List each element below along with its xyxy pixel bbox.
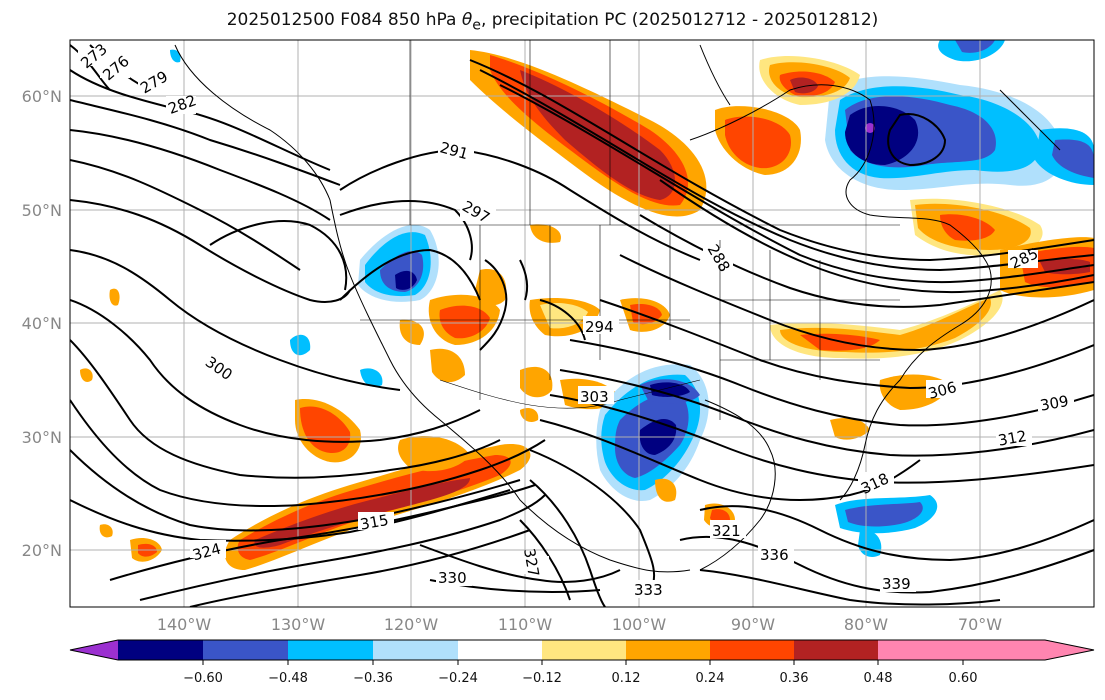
colorbar-segment-1 bbox=[118, 640, 203, 660]
colorbar-segment-extend-high bbox=[1045, 640, 1094, 660]
lat-label-20: 20°N bbox=[22, 541, 62, 560]
borders bbox=[300, 40, 900, 420]
contour-label-333: 333 bbox=[634, 581, 663, 599]
contour-label-309: 309 bbox=[1039, 392, 1070, 415]
colorbar-segment-6 bbox=[542, 640, 626, 660]
lat-label-60: 60°N bbox=[22, 87, 62, 106]
colorbar-segment-8 bbox=[710, 640, 794, 660]
colorbar-tick-3: −0.36 bbox=[353, 671, 393, 686]
lat-label-50: 50°N bbox=[22, 201, 62, 220]
contour-label-294: 294 bbox=[585, 318, 614, 336]
colorbar-tick-5: −0.12 bbox=[522, 671, 562, 686]
lon-label-100w: 100°W bbox=[612, 615, 667, 634]
colorbar-tick-7: 0.24 bbox=[696, 671, 725, 686]
title-symbol: θ bbox=[461, 10, 473, 30]
latitude-axis: 60°N 50°N 40°N 30°N 20°N bbox=[22, 87, 62, 560]
colorbar-outline bbox=[69, 639, 1095, 661]
colorbar-segment-9 bbox=[794, 640, 878, 660]
title-suffix: , precipitation PC (2025012712 - 2025012… bbox=[480, 10, 879, 30]
colorbar-segment-11 bbox=[963, 640, 1045, 660]
contour-label-327: 327 bbox=[520, 547, 543, 578]
graticule bbox=[70, 40, 1094, 607]
lon-label-120w: 120°W bbox=[384, 615, 439, 634]
map-title: 2025012500 F084 850 hPa θe, precipitatio… bbox=[0, 10, 1105, 33]
colorbar-tick-2: −0.48 bbox=[268, 671, 308, 686]
colorbar-segment-2 bbox=[203, 640, 288, 660]
contour-label-312: 312 bbox=[997, 427, 1028, 450]
longitude-axis: 140°W 130°W 120°W 110°W 100°W 90°W 80°W … bbox=[157, 615, 1002, 634]
contour-label-336: 336 bbox=[760, 546, 789, 564]
title-subscript: e bbox=[472, 17, 481, 34]
coastlines bbox=[174, 44, 1061, 573]
contour-label-330: 330 bbox=[438, 569, 467, 587]
lon-label-110w: 110°W bbox=[498, 615, 553, 634]
lon-label-90w: 90°W bbox=[731, 615, 775, 634]
colorbar-segment-4 bbox=[373, 640, 458, 660]
colorbar-tick-8: 0.36 bbox=[780, 671, 809, 686]
contour-label-315: 315 bbox=[359, 511, 390, 534]
lon-label-70w: 70°W bbox=[958, 615, 1002, 634]
precip-shading bbox=[80, 40, 1094, 570]
contour-label-303: 303 bbox=[580, 388, 609, 406]
contour-label-339: 339 bbox=[882, 575, 911, 593]
theta-e-contours bbox=[70, 44, 1094, 607]
colorbar-tick-9: 0.48 bbox=[864, 671, 893, 686]
colorbar-segment-5 bbox=[458, 640, 542, 660]
lon-label-80w: 80°W bbox=[844, 615, 888, 634]
colorbar-segment-extend-low bbox=[70, 640, 118, 660]
colorbar-tick-1: −0.60 bbox=[183, 671, 223, 686]
lat-label-30: 30°N bbox=[22, 428, 62, 447]
lon-label-140w: 140°W bbox=[157, 615, 212, 634]
contour-labels: 273 276 279 282 285 288 291 294 297 300 … bbox=[77, 40, 1074, 599]
contour-label-321: 321 bbox=[712, 522, 741, 540]
lat-label-40: 40°N bbox=[22, 314, 62, 333]
colorbar-tick-6: 0.12 bbox=[612, 671, 641, 686]
colorbar-segment-10 bbox=[878, 640, 963, 660]
plot-area: 273 276 279 282 285 288 291 294 297 300 … bbox=[70, 40, 1094, 607]
plot-frame bbox=[69, 39, 1095, 608]
title-prefix: 2025012500 F084 850 hPa bbox=[226, 10, 462, 30]
colorbar-segment-7 bbox=[626, 640, 710, 660]
colorbar: −0.60 −0.48 −0.36 −0.24 −0.12 0.12 0.24 … bbox=[69, 639, 1095, 686]
colorbar-tick-4: −0.24 bbox=[438, 671, 478, 686]
colorbar-segment-3 bbox=[288, 640, 373, 660]
lon-label-130w: 130°W bbox=[271, 615, 326, 634]
colorbar-tick-10: 0.60 bbox=[949, 671, 978, 686]
